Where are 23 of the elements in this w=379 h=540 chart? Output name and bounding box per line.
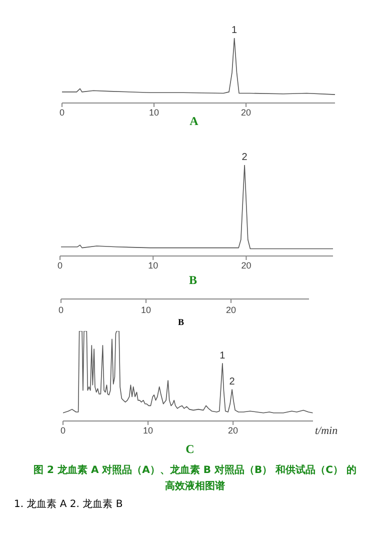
text: C [184, 442, 196, 457]
annotation: 2 [229, 376, 236, 388]
text: 10 [140, 305, 152, 315]
x-tick-label: 20 [241, 107, 252, 118]
text: 20 [226, 305, 236, 315]
x-tick-label: 20 [228, 425, 238, 436]
x-tick-label: 0 [59, 107, 65, 118]
x-tick-label: 10 [148, 260, 158, 270]
x-tick-label: 20 [241, 260, 252, 270]
text: B [188, 273, 198, 288]
annotation: 1 [232, 25, 238, 36]
annotation: 1 [220, 350, 226, 362]
text: 0 [58, 305, 64, 315]
x-tick-label: 0 [60, 425, 66, 436]
annotation: 2 [242, 152, 248, 163]
x-tick-label: 10 [143, 425, 154, 436]
text: B [176, 317, 185, 327]
text: 1. 龙血素 A 2. 龙血素 B [14, 498, 123, 511]
text: A [188, 114, 200, 129]
x-axis-title: t/min [315, 425, 338, 437]
x-tick-label: 0 [57, 260, 63, 270]
caption: 图 2 龙血素 A 对照品（A）、龙血素 B 对照品（B） 和供试品（C） 的高效液相图谱 [32, 464, 358, 494]
x-tick-label: 10 [149, 107, 160, 118]
